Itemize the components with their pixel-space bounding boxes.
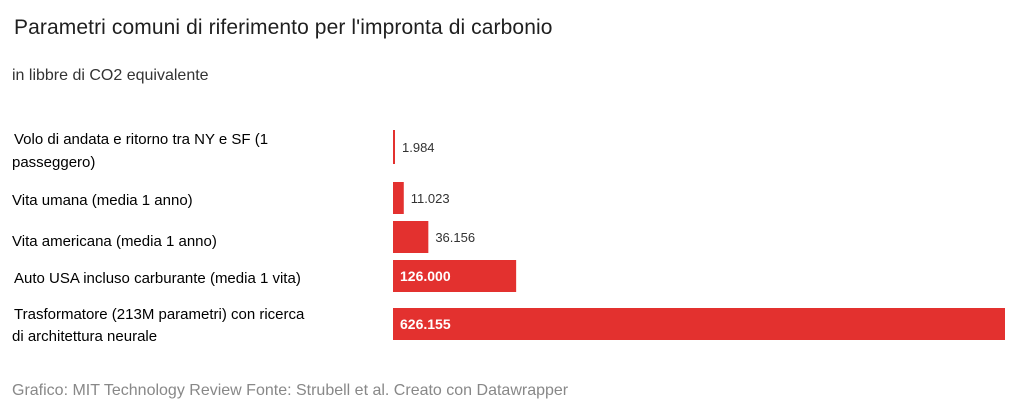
value-label: 126.000 bbox=[400, 268, 451, 284]
category-label: Trasformatore (213M parametri) con ricer… bbox=[14, 306, 305, 323]
chart-subtitle: in libbre di CO2 equivalente bbox=[12, 67, 209, 84]
category-label: Vita americana (media 1 anno) bbox=[12, 233, 217, 250]
chart-title: Parametri comuni di riferimento per l'im… bbox=[14, 16, 553, 39]
value-label: 626.155 bbox=[400, 316, 451, 332]
value-label: 1.984 bbox=[402, 140, 435, 155]
category-label: passeggero) bbox=[12, 154, 95, 171]
bar bbox=[393, 130, 395, 164]
category-label: di architettura neurale bbox=[12, 328, 157, 345]
value-label: 11.023 bbox=[411, 191, 450, 206]
bar bbox=[393, 182, 404, 214]
chart-footer: Grafico: MIT Technology Review Fonte: St… bbox=[12, 382, 569, 399]
category-label: Auto USA incluso carburante (media 1 vit… bbox=[14, 270, 301, 287]
value-label: 36.156 bbox=[435, 230, 475, 245]
bar bbox=[393, 308, 1005, 340]
category-label: Volo di andata e ritorno tra NY e SF (1 bbox=[14, 131, 268, 148]
bar bbox=[393, 260, 517, 292]
category-label: Vita umana (media 1 anno) bbox=[12, 192, 193, 209]
bar bbox=[393, 221, 429, 253]
